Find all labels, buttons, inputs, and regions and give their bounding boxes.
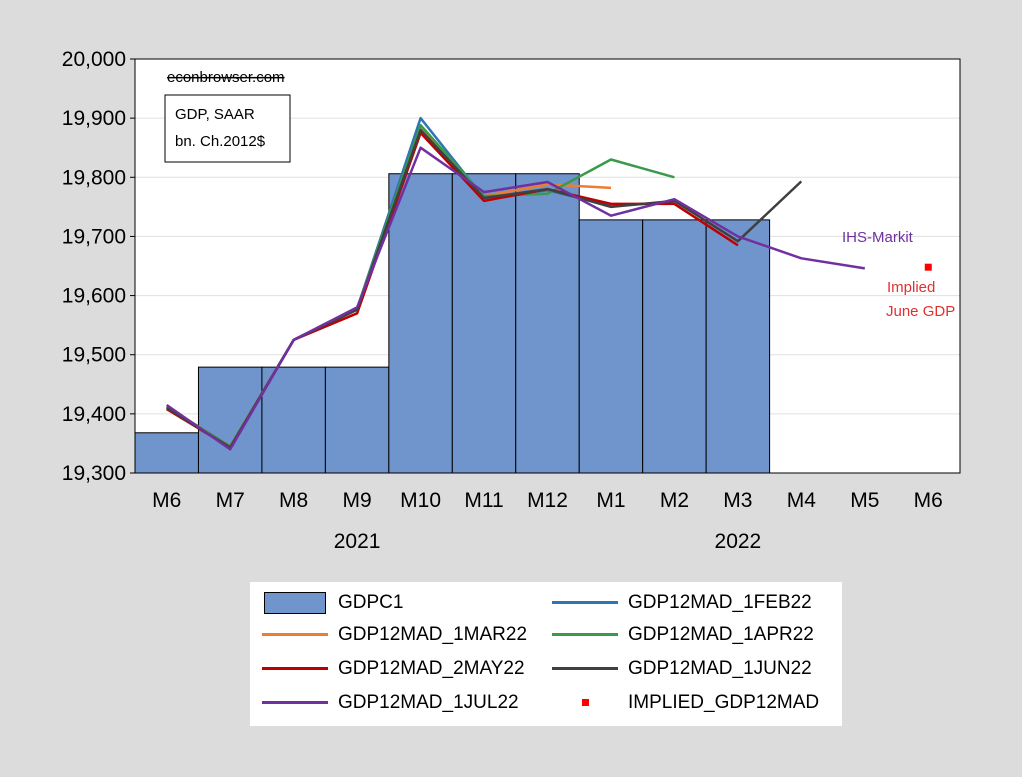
legend-label: GDP12MAD_1APR22 xyxy=(628,624,814,645)
bar xyxy=(705,219,771,474)
legend-item-1mar22: GDP12MAD_1MAR22 xyxy=(262,620,527,650)
bar xyxy=(515,173,580,474)
legend-label: GDP12MAD_1JUL22 xyxy=(338,692,519,713)
legend-label: GDPC1 xyxy=(338,592,404,613)
legend-swatch-1jun22 xyxy=(552,667,618,670)
year-labels: 2021 2022 xyxy=(334,530,761,553)
implied-point xyxy=(924,263,932,271)
legend-swatch-1feb22 xyxy=(552,601,618,604)
y-tick-label: 19,900 xyxy=(62,107,126,130)
legend-label: GDP12MAD_1JUN22 xyxy=(628,658,812,679)
y-tick-label: 19,700 xyxy=(62,225,126,248)
x-tick-label: M11 xyxy=(464,489,503,512)
legend-item-1jul22: GDP12MAD_1JUL22 xyxy=(262,688,519,718)
series-line xyxy=(165,146,865,451)
units-line2: bn. Ch.2012$ xyxy=(175,133,266,150)
y-tick-label: 19,800 xyxy=(62,166,126,189)
bars-gdpc1 xyxy=(134,173,771,474)
implied-label-line1: Implied xyxy=(887,279,935,296)
legend-label: GDP12MAD_2MAY22 xyxy=(338,658,525,679)
legend: GDPC1 GDP12MAD_1FEB22 GDP12MAD_1MAR22 GD… xyxy=(250,582,842,726)
plot-border xyxy=(134,58,961,474)
year-label: 2022 xyxy=(715,530,762,553)
y-tick-label: 20,000 xyxy=(62,48,126,71)
legend-label: GDP12MAD_1MAR22 xyxy=(338,624,528,645)
legend-swatch-2may22 xyxy=(262,667,328,670)
x-tick-label: M9 xyxy=(343,489,372,512)
bar xyxy=(642,219,707,474)
x-tick-label: M12 xyxy=(527,489,568,512)
year-label: 2021 xyxy=(334,530,381,553)
bar xyxy=(324,366,390,474)
legend-swatch-1mar22 xyxy=(262,633,328,636)
x-axis-ticks: M6 M7 M8 M9 M10 M11 M12 M1 M2 M3 M4 M5 M6 xyxy=(152,489,943,512)
x-tick-label: M10 xyxy=(400,489,441,512)
implied-label-line2: June GDP xyxy=(886,303,955,320)
x-tick-label: M5 xyxy=(850,489,879,512)
x-tick-label: M4 xyxy=(787,489,816,512)
legend-item-1jun22: GDP12MAD_1JUN22 xyxy=(552,654,812,684)
x-tick-label: M6 xyxy=(914,489,943,512)
legend-item-2may22: GDP12MAD_2MAY22 xyxy=(262,654,525,684)
legend-swatch-1jul22 xyxy=(262,701,328,704)
legend-swatch-gdpc1 xyxy=(264,592,326,614)
y-axis-ticks: 19,300 19,400 19,500 19,600 19,700 19,800 19,9… xyxy=(62,48,135,485)
bar xyxy=(388,173,453,474)
ihs-markit-label: IHS-Markit xyxy=(842,229,914,246)
x-tick-label: M6 xyxy=(152,489,181,512)
series-lines xyxy=(165,116,932,451)
bar xyxy=(451,173,517,474)
y-tick-label: 19,400 xyxy=(62,403,126,426)
bar xyxy=(261,366,326,474)
y-tick-label: 19,500 xyxy=(62,344,126,367)
x-tick-label: M2 xyxy=(660,489,689,512)
x-tick-label: M3 xyxy=(723,489,752,512)
x-tick-label: M1 xyxy=(596,489,625,512)
units-line1: GDP, SAAR xyxy=(175,106,255,123)
bar xyxy=(578,219,644,474)
x-tick-label: M8 xyxy=(279,489,308,512)
legend-item-1apr22: GDP12MAD_1APR22 xyxy=(552,620,814,650)
x-tick-label: M7 xyxy=(216,489,245,512)
source-label: econbrowser.com xyxy=(167,69,285,86)
legend-item-implied: IMPLIED_GDP12MAD xyxy=(552,688,819,718)
bar xyxy=(134,432,199,474)
legend-item-1feb22: GDP12MAD_1FEB22 xyxy=(552,588,812,618)
bar xyxy=(197,366,263,474)
units-box xyxy=(164,94,291,163)
y-tick-label: 19,300 xyxy=(62,462,126,485)
legend-item-gdpc1: GDPC1 xyxy=(262,588,403,618)
legend-swatch-implied xyxy=(582,699,589,706)
y-tick-label: 19,600 xyxy=(62,285,126,308)
legend-label: IMPLIED_GDP12MAD xyxy=(628,692,820,713)
legend-swatch-1apr22 xyxy=(552,633,618,636)
legend-label: GDP12MAD_1FEB22 xyxy=(628,592,812,613)
